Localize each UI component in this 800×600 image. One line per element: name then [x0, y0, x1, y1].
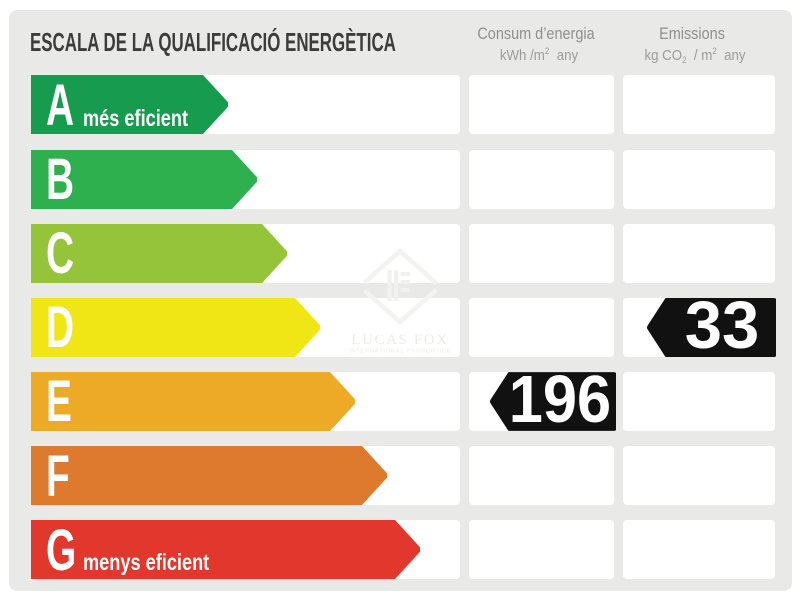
svg-text:INTERNATIONAL PROPERTIES: INTERNATIONAL PROPERTIES — [349, 349, 452, 355]
svg-text:LUCAS FOX: LUCAS FOX — [351, 332, 448, 348]
